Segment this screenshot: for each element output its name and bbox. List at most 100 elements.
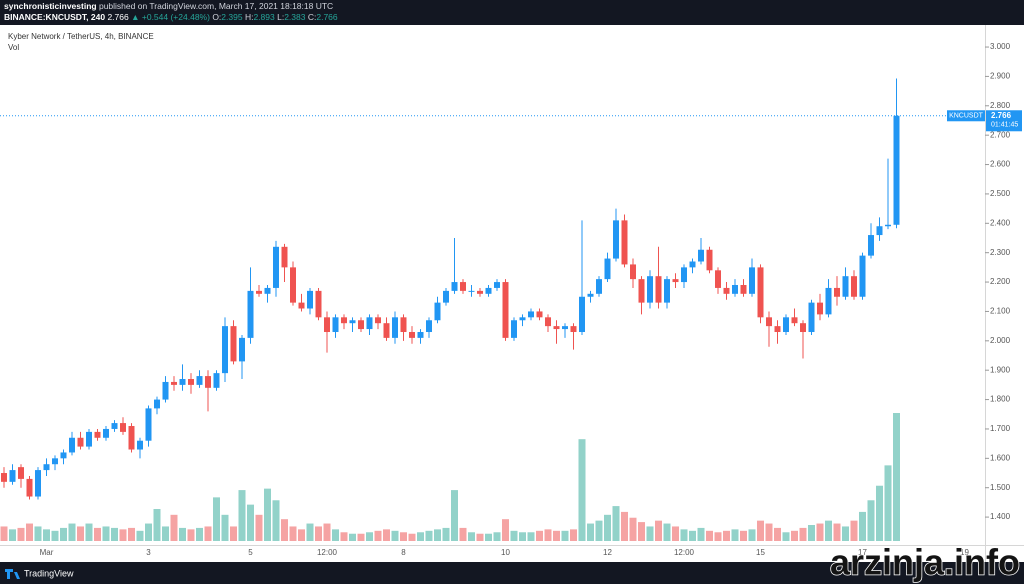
volume-bar: [655, 520, 662, 541]
candle-body: [52, 458, 58, 465]
candle-body: [315, 290, 322, 318]
o-label: O:: [212, 12, 221, 22]
candle-body: [392, 317, 398, 338]
volume-bar: [179, 527, 186, 541]
candle-body: [400, 317, 407, 333]
x-tick-label: 17: [858, 548, 867, 557]
volume-bar: [94, 527, 101, 541]
volume-bar: [187, 529, 195, 541]
candle-body: [26, 478, 33, 497]
volume-bar: [714, 532, 722, 541]
candle-body: [111, 423, 118, 429]
last: 2.766: [107, 12, 129, 22]
candle-body: [460, 282, 466, 291]
candle-body: [868, 235, 874, 256]
candle-body: [647, 276, 653, 303]
volume-bar: [128, 527, 135, 541]
volume-bar: [697, 527, 705, 541]
candle-body: [188, 379, 194, 385]
brand: TradingView: [24, 568, 74, 578]
candle-body: [103, 428, 109, 438]
candle-body: [834, 287, 840, 297]
x-tick-label: 12:00: [317, 548, 338, 557]
candle-body: [808, 302, 815, 333]
volume-bar: [842, 526, 849, 541]
volume-bar: [238, 490, 246, 541]
volume-bar: [51, 530, 59, 541]
candle-body: [553, 326, 560, 330]
candle-body: [383, 323, 390, 338]
candle-body: [417, 332, 424, 338]
volume-bar: [85, 523, 93, 541]
candle-body: [698, 249, 704, 262]
candle-body: [43, 464, 50, 471]
volume-bar: [578, 439, 586, 541]
candle-body: [732, 285, 738, 294]
footer-bar: [0, 562, 1024, 584]
candle-body: [604, 258, 611, 280]
x-tick-label: Mar: [40, 548, 54, 557]
volume-bar: [485, 533, 492, 541]
volume-bar: [434, 529, 441, 541]
candle-body: [596, 279, 602, 294]
candle-body: [120, 423, 126, 432]
volume-bar: [672, 526, 679, 541]
volume-bar: [221, 514, 229, 541]
volume-bar: [816, 523, 824, 541]
volume-bar: [493, 532, 501, 541]
candle-body: [366, 317, 373, 330]
volume-bar: [740, 530, 747, 541]
candle-body: [9, 470, 16, 482]
candle-body: [528, 311, 534, 318]
volume-bar: [663, 523, 671, 541]
volume-bar: [213, 497, 220, 541]
volume-bar: [876, 485, 883, 541]
y-tick-label: 2.800: [990, 101, 1011, 110]
plot: 1.400 1.500 1.600 1.700 1.800 1.900 2.000 2.100…: [0, 42, 1022, 557]
candle-body: [434, 302, 441, 321]
candle-body: [171, 381, 177, 385]
volume-bar: [561, 530, 569, 541]
candle-body: [239, 337, 245, 362]
volume-bar: [383, 529, 390, 541]
candle-body: [222, 326, 228, 374]
volume-bar: [255, 514, 263, 541]
candle-body: [774, 326, 781, 333]
candle-body: [196, 376, 203, 385]
candle-body: [494, 282, 500, 288]
volume-bar: [629, 517, 637, 541]
candle-body: [570, 326, 577, 333]
published: published on TradingView.com, March 17, …: [99, 1, 333, 11]
y-tick-label: 2.300: [990, 248, 1011, 257]
volume-bar: [417, 532, 424, 541]
candle-body: [256, 290, 262, 294]
watermark: arzinja.info: [830, 542, 1020, 583]
candle-body: [273, 246, 279, 288]
volume-bar: [459, 527, 467, 541]
volume-label: Vol: [8, 43, 19, 52]
candle-body: [341, 317, 347, 324]
candle-body: [825, 287, 832, 315]
candle-body: [562, 326, 568, 330]
candle-body: [307, 290, 313, 309]
candle-body: [664, 279, 670, 303]
volume-bar: [859, 511, 866, 541]
volume-bar: [544, 529, 552, 541]
candle-body: [740, 285, 747, 294]
candle-body: [247, 290, 254, 338]
candle-body: [477, 290, 483, 294]
volume-bar: [153, 509, 161, 541]
volume-bar: [60, 527, 67, 541]
volume-bar: [323, 523, 331, 541]
volume-bar: [400, 532, 407, 541]
candle-body: [681, 267, 687, 283]
volume-bar: [230, 526, 237, 541]
volume-bar: [340, 532, 348, 541]
volume-bar: [26, 523, 33, 541]
volume-bar: [595, 520, 603, 541]
x-tick-label: 3: [146, 548, 151, 557]
price-tag-symbol-box: [947, 110, 985, 122]
volume-bar: [0, 526, 8, 541]
candle-body: [766, 317, 772, 327]
candle-body: [213, 373, 220, 388]
